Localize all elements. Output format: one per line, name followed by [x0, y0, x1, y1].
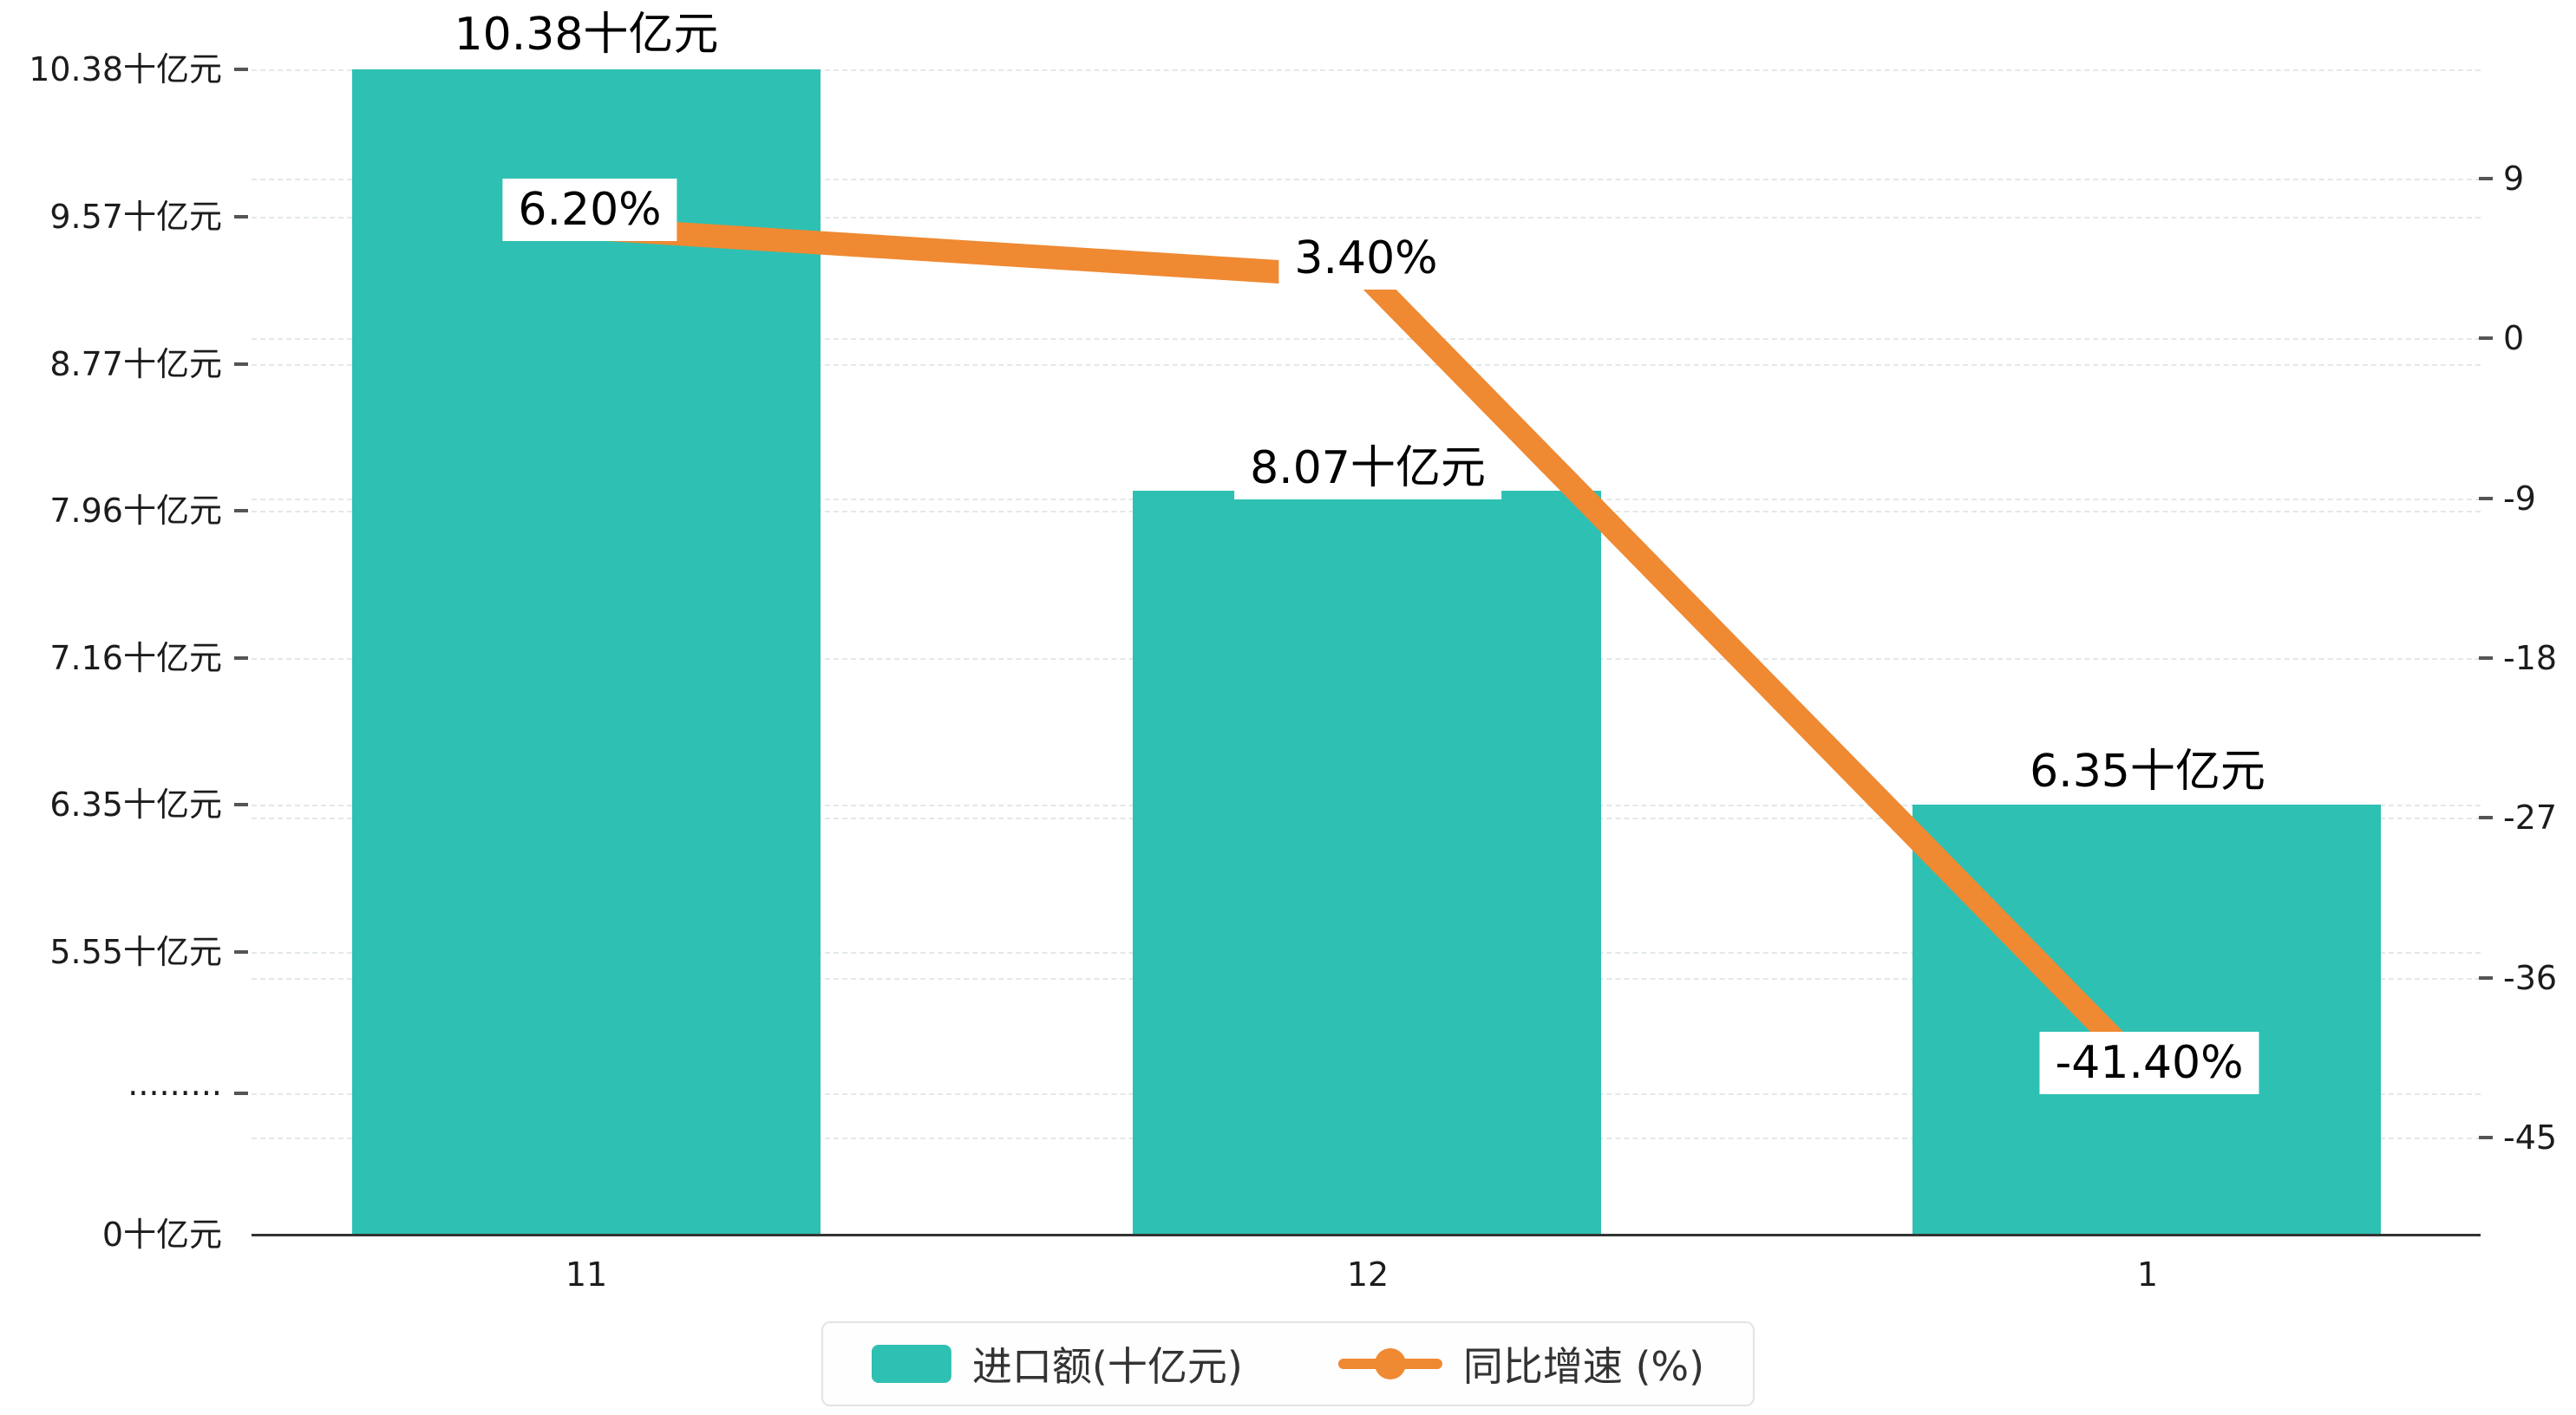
y-axis-left-tick-label: 10.38十亿元: [29, 50, 222, 88]
tick-mark: [234, 1092, 248, 1095]
y-axis-left-tick-label: 7.96十亿元: [49, 492, 222, 530]
gridline: [252, 69, 2481, 71]
y-axis-left-tick-label: 0十亿元: [101, 1216, 222, 1254]
tick-mark: [234, 362, 248, 366]
y-axis-left-tick-label: 6.35十亿元: [49, 786, 222, 824]
gridline: [252, 511, 2481, 512]
legend-item-yoy-growth[interactable]: 同比增速 (%): [1337, 1335, 1705, 1392]
line-value-label: 3.40%: [1278, 227, 1454, 290]
bar-series-swatch-icon: [871, 1345, 951, 1383]
y-axis-left-tick-label: 9.57十亿元: [49, 198, 222, 236]
gridline: [252, 338, 2481, 340]
bar-month-11: [352, 69, 821, 1235]
y-axis-right-tick-label: 0: [2503, 319, 2525, 357]
gridline: [252, 952, 2481, 954]
gridline: [252, 818, 2481, 819]
tick-mark: [2479, 976, 2493, 980]
bar-value-label: 8.07十亿元: [1234, 437, 1501, 499]
growth-rate-line: [574, 216, 2160, 1086]
gridline: [252, 1138, 2481, 1139]
line-value-label: -41.40%: [2039, 1032, 2259, 1094]
tick-mark: [2479, 497, 2493, 500]
y-axis-right-tick-label: -45: [2503, 1118, 2558, 1157]
bar-value-label: 10.38十亿元: [438, 3, 735, 66]
y-axis-left-axis-break-label: ·········: [127, 1074, 222, 1112]
y-axis-right-tick-label: 9: [2503, 160, 2525, 198]
y-axis-right-tick-label: -27: [2503, 799, 2558, 837]
y-axis-left-tick-label: 7.16十亿元: [49, 639, 222, 677]
legend-label: 进口额(十亿元): [971, 1343, 1243, 1390]
tick-mark: [2479, 656, 2493, 660]
y-axis-left-tick-label: 8.77十亿元: [49, 345, 222, 383]
tick-mark: [2479, 336, 2493, 340]
gridline: [252, 805, 2481, 806]
gridline: [252, 658, 2481, 660]
legend-item-import-value[interactable]: 进口额(十亿元): [871, 1335, 1243, 1392]
line-series-marker-icon: [1337, 1348, 1442, 1379]
bar-month-1: [1912, 805, 2381, 1235]
gridline: [252, 364, 2481, 366]
x-axis-line: [252, 1234, 2481, 1236]
x-tick-label: 11: [565, 1255, 608, 1294]
tick-mark: [234, 215, 248, 218]
y-axis-right-tick-label: -36: [2503, 959, 2558, 997]
y-axis-right-tick-label: -18: [2503, 639, 2558, 677]
tick-mark: [234, 509, 248, 512]
tick-mark: [2479, 177, 2493, 180]
bar-month-12: [1133, 491, 1601, 1235]
legend-label: 同比增速 (%): [1462, 1343, 1705, 1390]
legend: 进口额(十亿元) 同比增速 (%): [821, 1321, 1755, 1406]
tick-mark: [234, 803, 248, 806]
x-tick-label: 12: [1346, 1255, 1389, 1294]
tick-mark: [2479, 1136, 2493, 1139]
line-value-label: 6.20%: [502, 179, 677, 241]
bar-value-label: 6.35十亿元: [2014, 740, 2281, 803]
y-axis-left-tick-label: 5.55十亿元: [49, 933, 222, 971]
x-tick-label: 1: [2136, 1255, 2159, 1294]
tick-mark: [234, 656, 248, 660]
tick-mark: [234, 950, 248, 954]
tick-mark: [2479, 816, 2493, 819]
gridline: [252, 978, 2481, 980]
tick-mark: [234, 68, 248, 71]
y-axis-right-tick-label: -9: [2503, 479, 2536, 518]
